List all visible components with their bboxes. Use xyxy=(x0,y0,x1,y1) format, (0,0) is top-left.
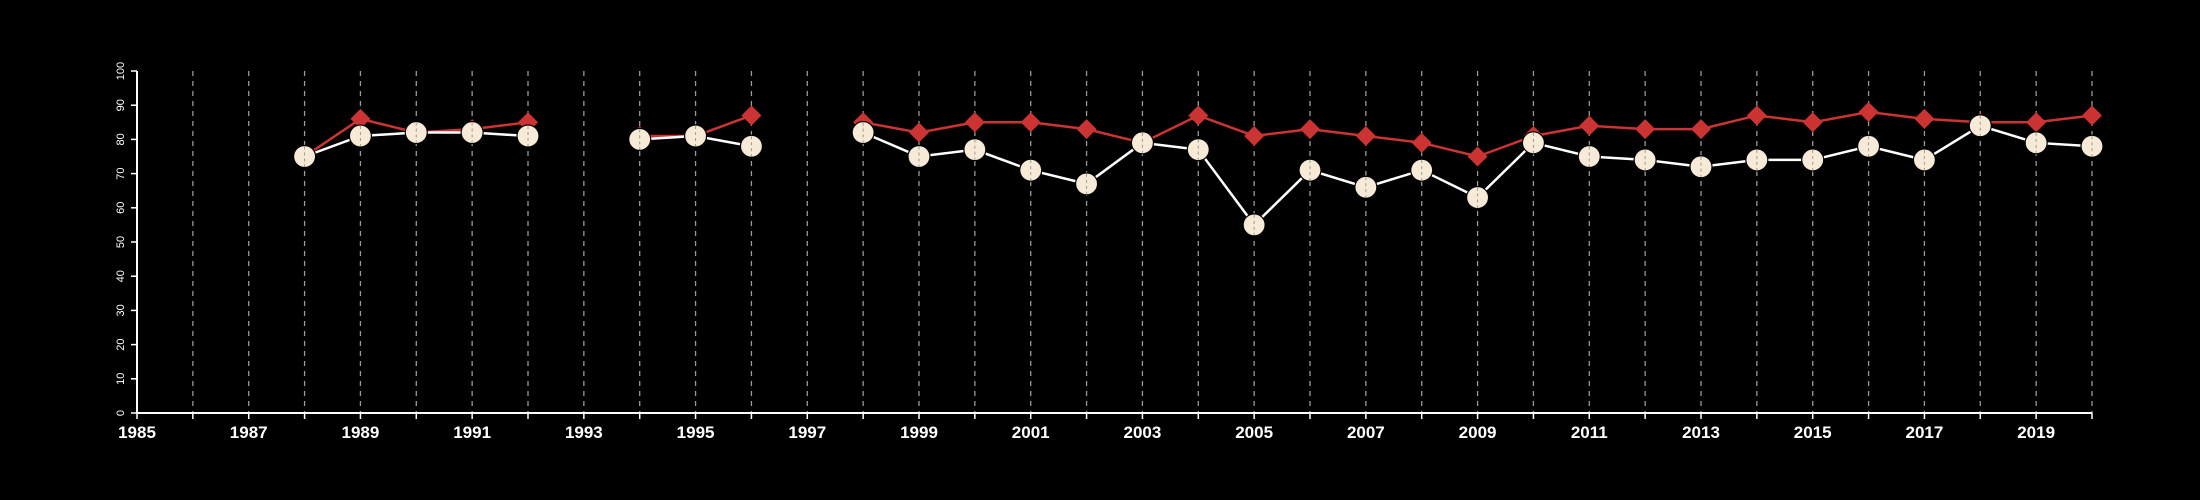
x-tick-label: 1997 xyxy=(788,423,826,442)
data-point-circle xyxy=(1689,155,1713,179)
data-point-diamond xyxy=(1020,112,1041,133)
data-point-circle xyxy=(1633,148,1657,172)
data-point-circle xyxy=(739,134,764,158)
data-point-circle xyxy=(907,144,931,169)
data-point-circle xyxy=(460,120,484,145)
data-point-circle xyxy=(1968,114,1992,138)
data-point-diamond xyxy=(1914,108,1935,129)
data-point-circle xyxy=(2080,134,2104,158)
data-point-diamond xyxy=(1411,132,1432,153)
data-point-circle xyxy=(2024,131,2048,155)
data-point-circle xyxy=(628,127,652,151)
data-point-circle xyxy=(1298,158,1322,182)
data-point-circle xyxy=(851,120,875,145)
y-tick-label: 100 xyxy=(115,62,127,80)
data-point-diamond xyxy=(1300,119,1320,140)
data-point-diamond xyxy=(741,105,762,126)
x-tick-label: 1995 xyxy=(677,423,715,442)
x-tick-label: 1989 xyxy=(342,423,380,442)
y-tick-label: 20 xyxy=(115,338,127,350)
data-point-circle xyxy=(1242,213,1266,237)
x-tick-label: 2007 xyxy=(1347,423,1385,442)
data-point-circle xyxy=(1074,172,1099,196)
y-tick-label: 70 xyxy=(115,167,127,179)
x-tick-label: 2001 xyxy=(1012,423,1050,442)
data-point-circle xyxy=(1410,158,1434,182)
x-tick-label: 2005 xyxy=(1235,423,1273,442)
data-point-circle xyxy=(1577,144,1601,169)
data-point-circle xyxy=(292,144,317,169)
series-circle xyxy=(292,114,2104,237)
data-point-diamond xyxy=(2026,112,2047,133)
y-tick-label: 30 xyxy=(115,304,127,316)
data-point-diamond xyxy=(1746,105,1767,126)
x-tick-label: 1993 xyxy=(565,423,603,442)
x-tick-label: 2013 xyxy=(1682,423,1720,442)
data-point-circle xyxy=(963,138,987,162)
data-point-diamond xyxy=(1802,112,1823,133)
data-point-diamond xyxy=(1579,115,1600,136)
data-point-diamond xyxy=(1355,125,1376,146)
data-point-diamond xyxy=(1244,125,1265,146)
data-point-circle xyxy=(1745,148,1769,172)
x-tick-label: 2011 xyxy=(1571,423,1608,442)
data-point-circle xyxy=(1019,158,1043,182)
data-point-diamond xyxy=(1635,119,1656,140)
y-tick-label: 90 xyxy=(115,99,127,111)
y-tick-label: 50 xyxy=(115,236,127,248)
data-point-circle xyxy=(1186,138,1210,162)
y-tick-label: 60 xyxy=(115,202,127,214)
x-tick-label: 2003 xyxy=(1124,423,1162,442)
data-point-circle xyxy=(1130,131,1155,155)
data-point-circle xyxy=(1856,134,1881,158)
data-point-diamond xyxy=(1076,119,1097,140)
data-point-circle xyxy=(404,120,428,145)
data-point-diamond xyxy=(909,122,929,143)
x-tick-label: 2019 xyxy=(2017,423,2055,442)
y-tick-label: 0 xyxy=(115,410,127,416)
data-point-circle xyxy=(516,124,540,148)
axis-layer: 0 10 20 30 40 50 60 70 80 90 100 1985 1987 1989 1991 19… xyxy=(115,62,2093,442)
data-point-circle xyxy=(1465,185,1490,210)
data-point-diamond xyxy=(1858,102,1879,123)
data-point-circle xyxy=(1801,148,1825,172)
x-tick-label: 1985 xyxy=(118,423,156,442)
data-point-diamond xyxy=(1467,146,1488,167)
grid-layer xyxy=(192,71,2093,413)
data-point-diamond xyxy=(1691,119,1711,140)
data-point-diamond xyxy=(1188,105,1209,126)
data-point-circle xyxy=(683,124,708,148)
series-layer xyxy=(292,102,2104,237)
x-tick-label: 2009 xyxy=(1459,423,1497,442)
y-tick-label: 80 xyxy=(115,133,127,145)
x-tick-label: 1991 xyxy=(453,423,491,442)
data-point-diamond xyxy=(964,112,985,133)
data-point-circle xyxy=(1912,148,1937,172)
x-tick-label: 1999 xyxy=(900,423,938,442)
data-point-diamond xyxy=(350,108,371,129)
x-tick-label: 2017 xyxy=(1906,423,1944,442)
x-tick-label: 1987 xyxy=(230,423,268,442)
data-point-circle xyxy=(348,124,373,148)
y-tick-label: 10 xyxy=(115,373,127,385)
x-tick-label: 2015 xyxy=(1794,423,1832,442)
data-point-circle xyxy=(1354,175,1378,199)
data-point-diamond xyxy=(2082,105,2102,126)
y-tick-label: 40 xyxy=(115,270,127,282)
data-point-circle xyxy=(1521,131,1546,155)
